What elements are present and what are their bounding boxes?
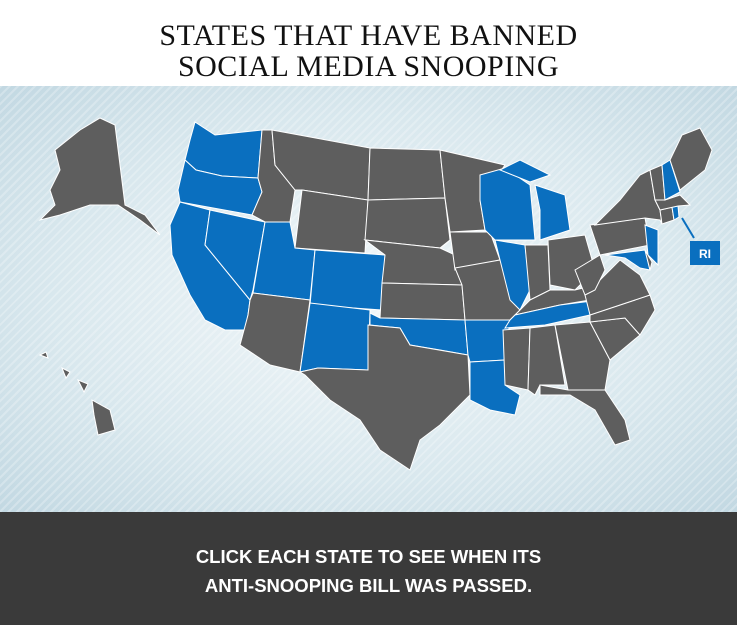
footer-line-2: ANTI-SNOOPING BILL WAS PASSED. bbox=[204, 575, 533, 596]
title-band: STATES THAT HAVE BANNED SOCIAL MEDIA SNO… bbox=[0, 0, 737, 86]
state-nj[interactable] bbox=[644, 224, 659, 267]
title-line-2: SOCIAL MEDIA SNOOPING bbox=[177, 50, 560, 83]
state-ms[interactable] bbox=[502, 327, 531, 391]
state-nh[interactable] bbox=[661, 159, 681, 201]
state-me[interactable] bbox=[669, 127, 713, 191]
state-shape-nh[interactable] bbox=[661, 159, 681, 201]
state-nd[interactable] bbox=[367, 147, 446, 201]
state-nm[interactable] bbox=[299, 302, 371, 373]
state-shape-ks[interactable] bbox=[379, 282, 466, 321]
ri-callout-box[interactable] bbox=[690, 241, 720, 265]
state-shape-wv[interactable] bbox=[574, 254, 606, 296]
footer-band: CLICK EACH STATE TO SEE WHEN ITS ANTI-SN… bbox=[0, 512, 737, 625]
state-shape-sd[interactable] bbox=[364, 197, 451, 249]
footer-line-1: CLICK EACH STATE TO SEE WHEN ITS bbox=[195, 546, 542, 567]
state-va[interactable] bbox=[584, 259, 651, 316]
state-wy[interactable] bbox=[294, 189, 369, 254]
state-shape-md[interactable] bbox=[604, 249, 651, 271]
state-mi[interactable] bbox=[498, 159, 571, 241]
state-shape-nd[interactable] bbox=[367, 147, 446, 201]
state-shape-fl[interactable] bbox=[539, 384, 631, 446]
state-shape-nm[interactable] bbox=[299, 302, 371, 373]
state-md[interactable] bbox=[604, 249, 651, 271]
state-fl[interactable] bbox=[539, 384, 631, 446]
state-nv[interactable] bbox=[204, 209, 266, 302]
state-shape-ak[interactable] bbox=[38, 117, 161, 236]
state-shape-nv[interactable] bbox=[204, 209, 266, 302]
state-shape-tx[interactable] bbox=[298, 324, 471, 471]
state-shape-hi[interactable] bbox=[76, 379, 89, 394]
state-shape-nj[interactable] bbox=[644, 224, 659, 267]
state-hi[interactable] bbox=[38, 351, 116, 436]
state-az[interactable] bbox=[239, 292, 311, 373]
state-wv[interactable] bbox=[574, 254, 606, 296]
state-shape-me[interactable] bbox=[669, 127, 713, 191]
state-shape-hi[interactable] bbox=[38, 351, 49, 359]
ri-callout[interactable]: RI bbox=[690, 241, 720, 265]
state-co[interactable] bbox=[309, 249, 386, 311]
state-shape-mi[interactable] bbox=[498, 159, 552, 183]
state-ks[interactable] bbox=[379, 282, 466, 321]
state-tx[interactable] bbox=[298, 324, 471, 471]
state-shape-ga[interactable] bbox=[554, 321, 611, 391]
state-shape-wy[interactable] bbox=[294, 189, 369, 254]
state-sd[interactable] bbox=[364, 197, 451, 249]
title-line-1: STATES THAT HAVE BANNED bbox=[159, 19, 578, 52]
state-shape-mi[interactable] bbox=[534, 184, 571, 241]
state-wa[interactable] bbox=[184, 121, 263, 179]
state-ak[interactable] bbox=[38, 117, 161, 236]
ri-callout-label[interactable]: RI bbox=[699, 247, 711, 261]
state-shape-az[interactable] bbox=[239, 292, 311, 373]
ri-callout-line bbox=[681, 217, 695, 239]
state-shape-hi[interactable] bbox=[91, 399, 116, 436]
state-ga[interactable] bbox=[554, 321, 611, 391]
state-shape-va[interactable] bbox=[584, 259, 651, 316]
state-shape-ms[interactable] bbox=[502, 327, 531, 391]
state-shape-wa[interactable] bbox=[184, 121, 263, 179]
state-shape-co[interactable] bbox=[309, 249, 386, 311]
state-shape-hi[interactable] bbox=[61, 366, 71, 380]
